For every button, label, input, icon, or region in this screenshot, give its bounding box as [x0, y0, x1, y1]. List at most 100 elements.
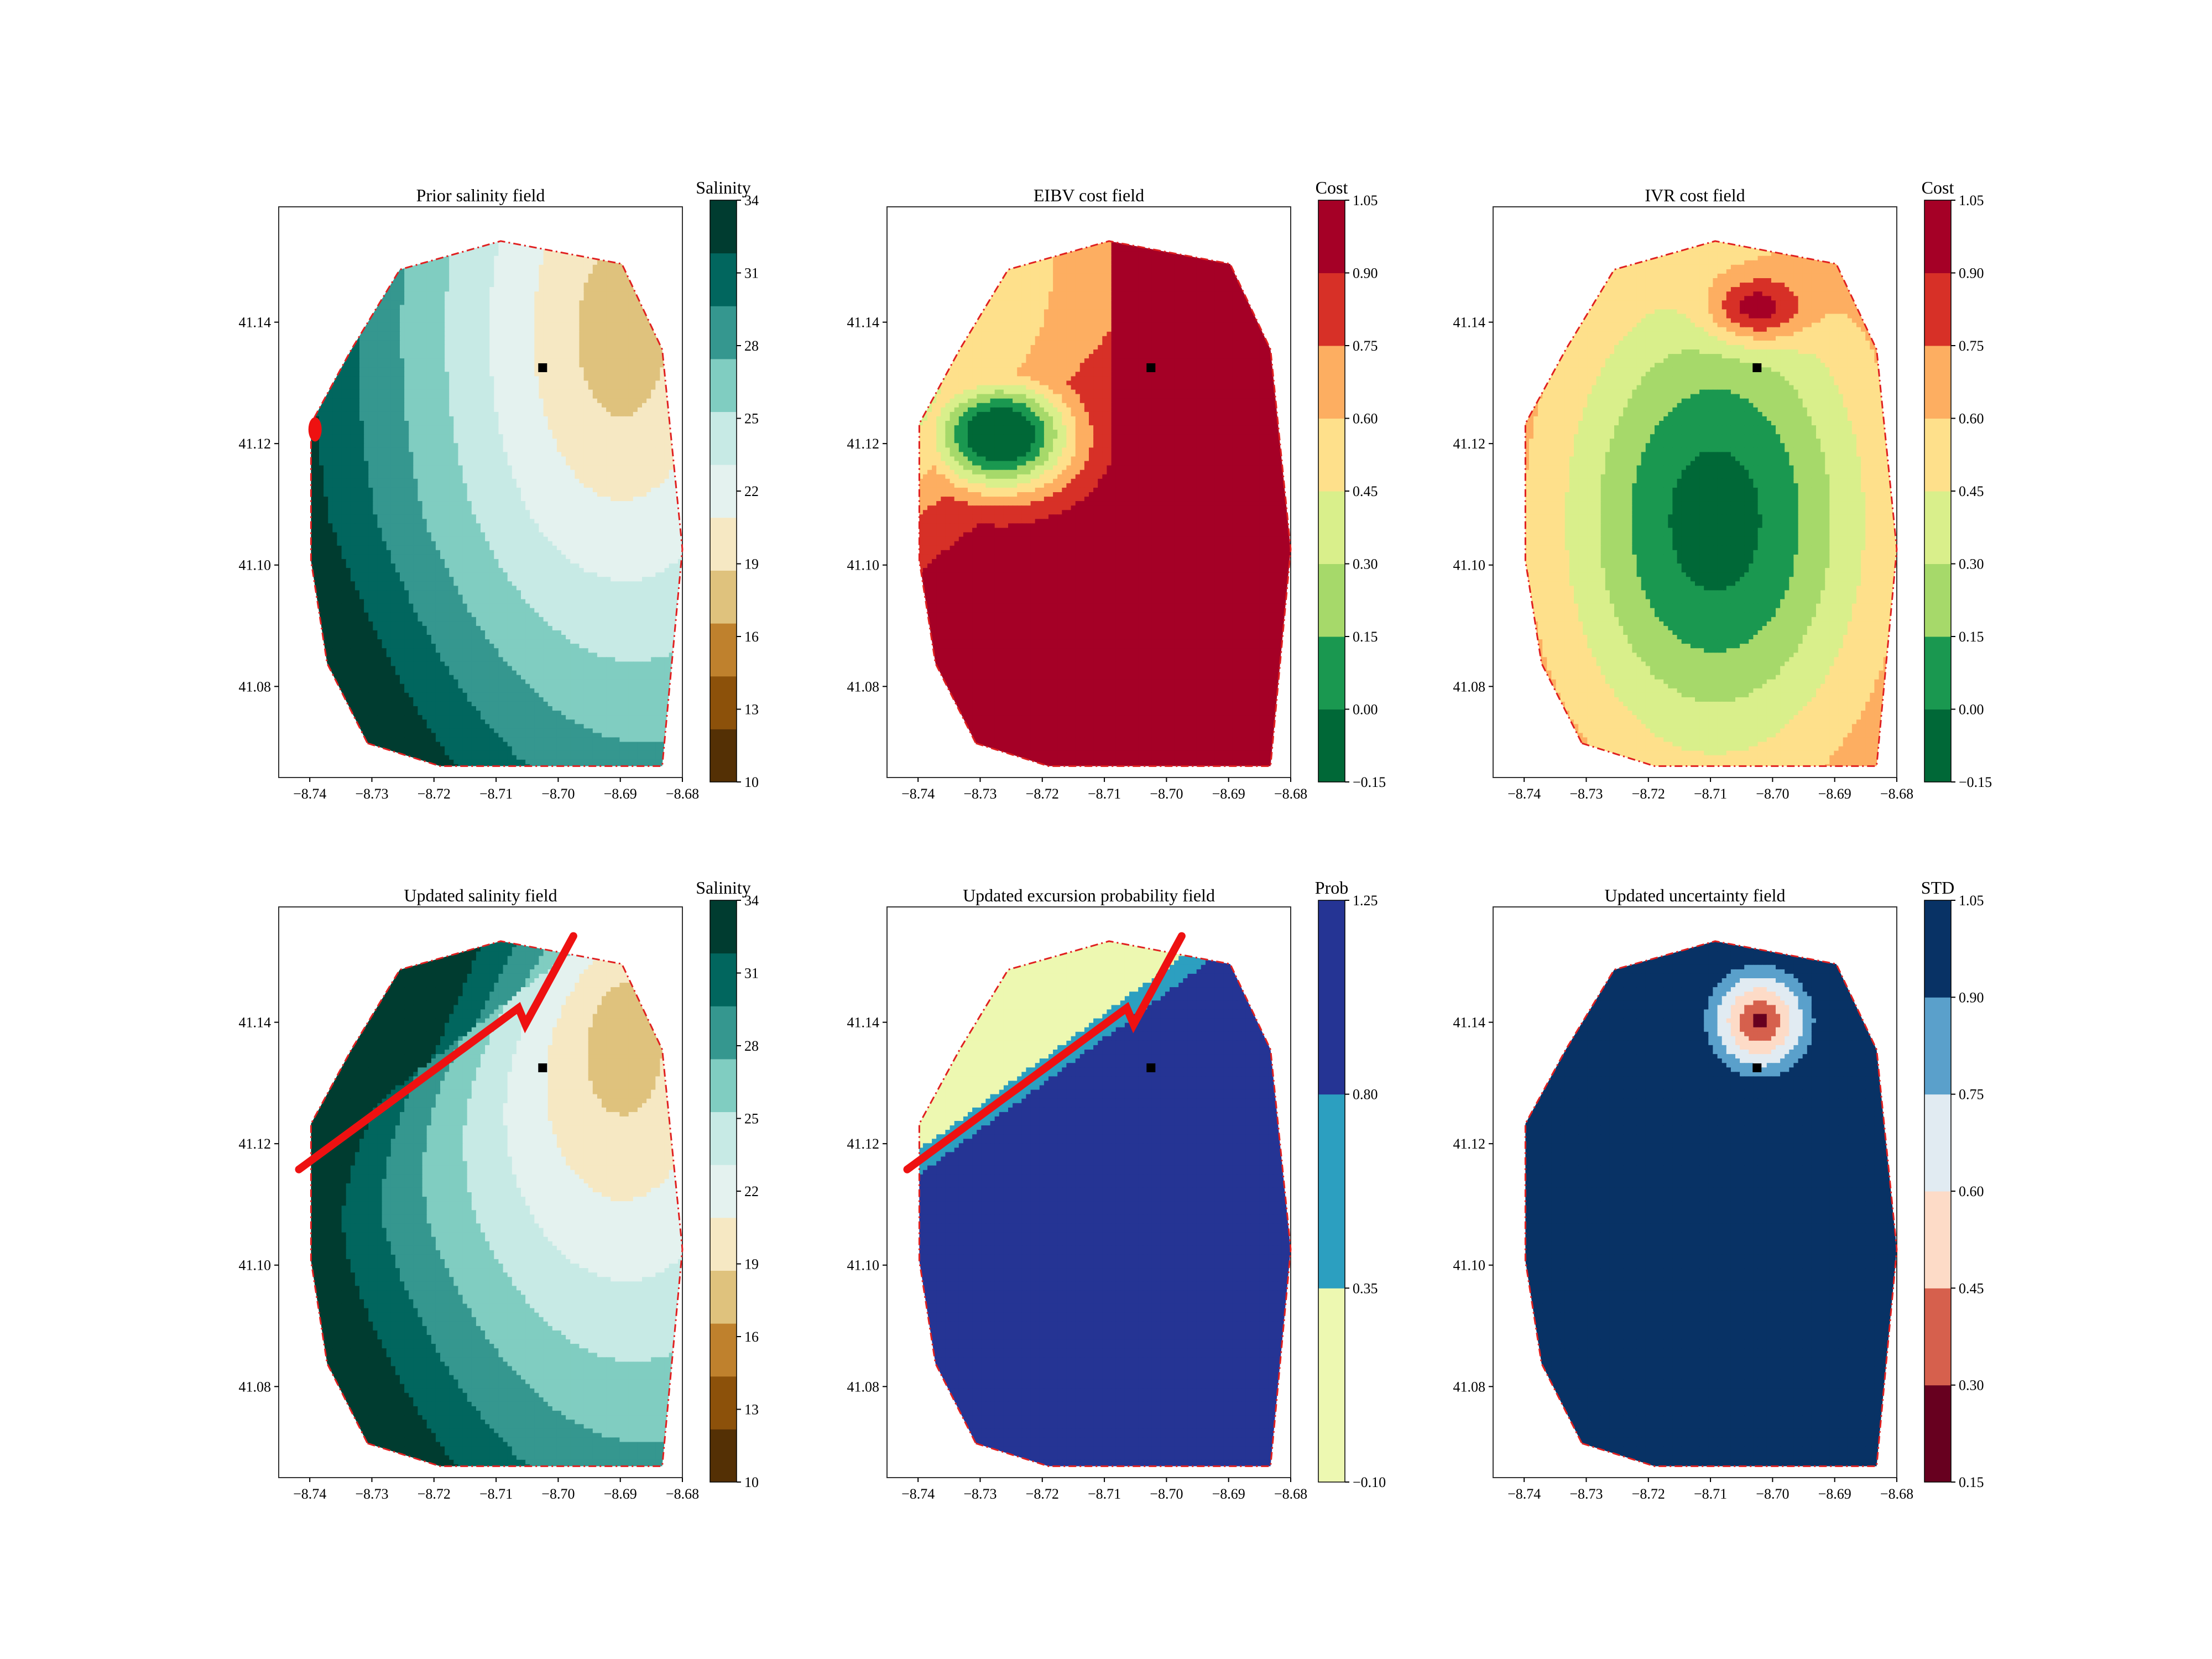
field-cell: [404, 296, 409, 301]
field-cell: [508, 260, 513, 265]
field-cell: [633, 332, 638, 337]
field-cell: [570, 309, 575, 314]
field-cell: [342, 430, 347, 435]
field-cell: [324, 443, 328, 448]
field-cell: [512, 434, 517, 439]
field-cell: [615, 443, 620, 448]
field-cell: [440, 323, 445, 328]
field-cell: [539, 376, 544, 381]
field-cell: [458, 354, 463, 359]
field-cell: [472, 332, 477, 337]
field-cell: [440, 403, 445, 408]
field-cell: [346, 421, 351, 426]
field-cell: [646, 408, 651, 413]
field-cell: [476, 408, 481, 413]
field-cell: [355, 430, 360, 435]
field-cell: [449, 416, 454, 421]
field-cell: [593, 323, 598, 328]
field-cell: [436, 345, 441, 350]
field-cell: [611, 439, 615, 444]
field-cell: [498, 412, 503, 417]
field-cell: [431, 399, 436, 404]
field-cell: [476, 260, 481, 265]
field-cell: [579, 305, 584, 310]
field-cell: [512, 385, 517, 390]
field-cell: [517, 425, 521, 430]
field-cell: [319, 416, 324, 421]
field-cell: [606, 265, 611, 270]
field-cell: [436, 336, 441, 341]
field-cell: [584, 300, 589, 305]
field-cell: [521, 314, 526, 319]
field-cell: [382, 327, 387, 332]
field-cell: [651, 367, 656, 372]
field-cell: [521, 327, 526, 332]
field-cell: [440, 309, 445, 314]
field-cell: [651, 349, 656, 354]
field-cell: [382, 385, 387, 390]
field-cell: [602, 291, 607, 296]
field-cell: [544, 296, 549, 301]
field-cell: [534, 283, 539, 288]
field-cell: [619, 305, 624, 310]
field-cell: [561, 265, 566, 270]
field-cell: [449, 358, 454, 363]
field-cell: [422, 323, 427, 328]
field-cell: [508, 390, 513, 395]
field-cell: [351, 421, 356, 426]
field-cell: [431, 305, 436, 310]
field-cell: [377, 439, 382, 444]
field-cell: [611, 385, 615, 390]
field-cell: [427, 408, 432, 413]
field-cell: [387, 443, 392, 448]
field-cell: [646, 421, 651, 426]
field-cell: [427, 447, 432, 452]
field-cell: [552, 341, 557, 346]
field-cell: [611, 300, 615, 305]
field-cell: [517, 399, 521, 404]
field-cell: [498, 345, 503, 350]
field-cell: [508, 430, 513, 435]
field-cell: [525, 434, 530, 439]
field-cell: [561, 358, 566, 363]
field-cell: [498, 305, 503, 310]
field-cell: [463, 336, 468, 341]
field-cell: [579, 363, 584, 368]
field-cell: [355, 380, 360, 385]
field-cell: [413, 354, 418, 359]
field-cell: [593, 385, 598, 390]
field-cell: [481, 319, 486, 324]
field-cell: [342, 421, 347, 426]
field-cell: [512, 256, 517, 261]
field-cell: [508, 323, 513, 328]
field-cell: [517, 376, 521, 381]
field-cell: [449, 291, 454, 296]
field-cell: [602, 408, 607, 413]
field-cell: [382, 354, 387, 359]
field-cell: [575, 443, 580, 448]
field-cell: [382, 434, 387, 439]
field-cell: [427, 274, 432, 279]
field-cell: [453, 367, 458, 372]
field-cell: [377, 434, 382, 439]
field-cell: [387, 336, 392, 341]
field-cell: [342, 447, 347, 452]
field-cell: [552, 390, 557, 395]
field-cell: [521, 372, 526, 377]
field-cell: [619, 327, 624, 332]
field-cell: [548, 269, 553, 274]
field-cell: [328, 430, 333, 435]
field-cell: [476, 256, 481, 261]
field-cell: [512, 283, 517, 288]
field-cell: [368, 385, 373, 390]
field-cell: [570, 372, 575, 377]
field-cell: [517, 345, 521, 350]
field-cell: [615, 430, 620, 435]
field-cell: [584, 358, 589, 363]
field-cell: [494, 300, 499, 305]
field-cell: [382, 336, 387, 341]
field-cell: [584, 278, 589, 283]
field-cell: [606, 327, 611, 332]
field-cell: [332, 390, 337, 395]
field-cell: [525, 336, 530, 341]
